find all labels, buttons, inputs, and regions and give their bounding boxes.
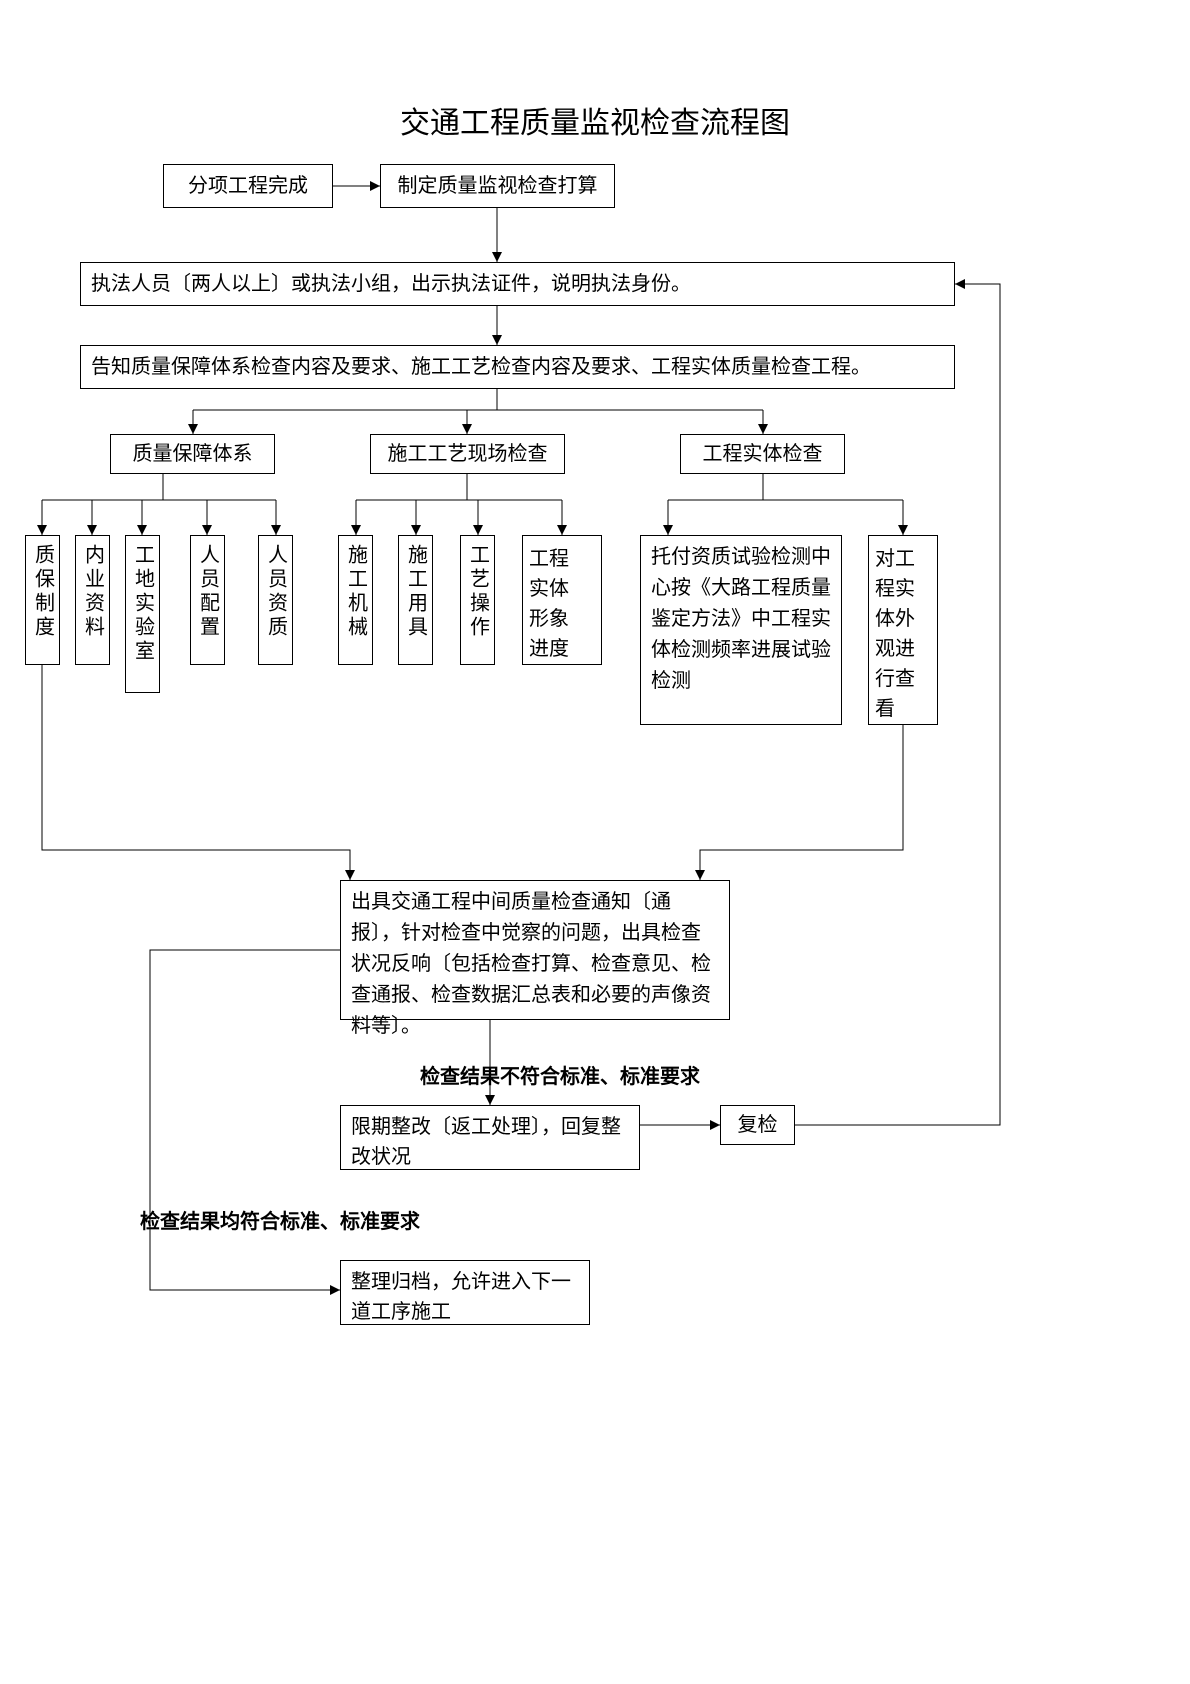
node-v3: 工地实验室	[125, 535, 160, 693]
page-title: 交通工程质量监视检查流程图	[0, 98, 1190, 142]
node-n8: 整理归档，允许进入下一道工序施工	[340, 1260, 590, 1325]
node-v2: 内业资料	[75, 535, 110, 665]
node-n3: 执法人员〔两人以上〕或执法小组，出示执法证件，说明执法身份。	[80, 262, 955, 306]
node-v10: 托付资质试验检测中心按《大路工程质量鉴定方法》中工程实体检测频率进展试验检测	[640, 535, 842, 725]
node-cat2: 施工工艺现场检查	[370, 434, 565, 474]
node-v8: 工艺操作	[460, 535, 495, 665]
node-v5: 人员资质	[258, 535, 293, 665]
node-v11-col: 对工程实体外观进行查看	[875, 544, 915, 724]
node-n7: 复检	[720, 1105, 795, 1145]
node-n5: 出具交通工程中间质量检查通知〔通报〕，针对检查中觉察的问题，出具检查状况反响〔包…	[340, 880, 730, 1020]
annotation-a2: 检查结果均符合标准、标准要求	[140, 1205, 420, 1234]
node-cat1: 质量保障体系	[110, 434, 275, 474]
node-cat3: 工程实体检查	[680, 434, 845, 474]
connectors	[0, 0, 1190, 1684]
node-v1: 质保制度	[25, 535, 60, 665]
node-n6: 限期整改〔返工处理〕，回复整改状况	[340, 1105, 640, 1170]
node-v4: 人员配置	[190, 535, 225, 665]
node-v9-col1: 工程实体形象进度	[529, 544, 569, 664]
annotation-a1: 检查结果不符合标准、标准要求	[420, 1060, 700, 1089]
node-v11: 对工程实体外观进行查看	[868, 535, 938, 725]
node-v9: 工程实体形象进度	[522, 535, 602, 665]
node-n4: 告知质量保障体系检查内容及要求、施工工艺检查内容及要求、工程实体质量检查工程。	[80, 345, 955, 389]
node-n1: 分项工程完成	[163, 164, 333, 208]
node-v7: 施工用具	[398, 535, 433, 665]
node-n2: 制定质量监视检查打算	[380, 164, 615, 208]
node-v6: 施工机械	[338, 535, 373, 665]
